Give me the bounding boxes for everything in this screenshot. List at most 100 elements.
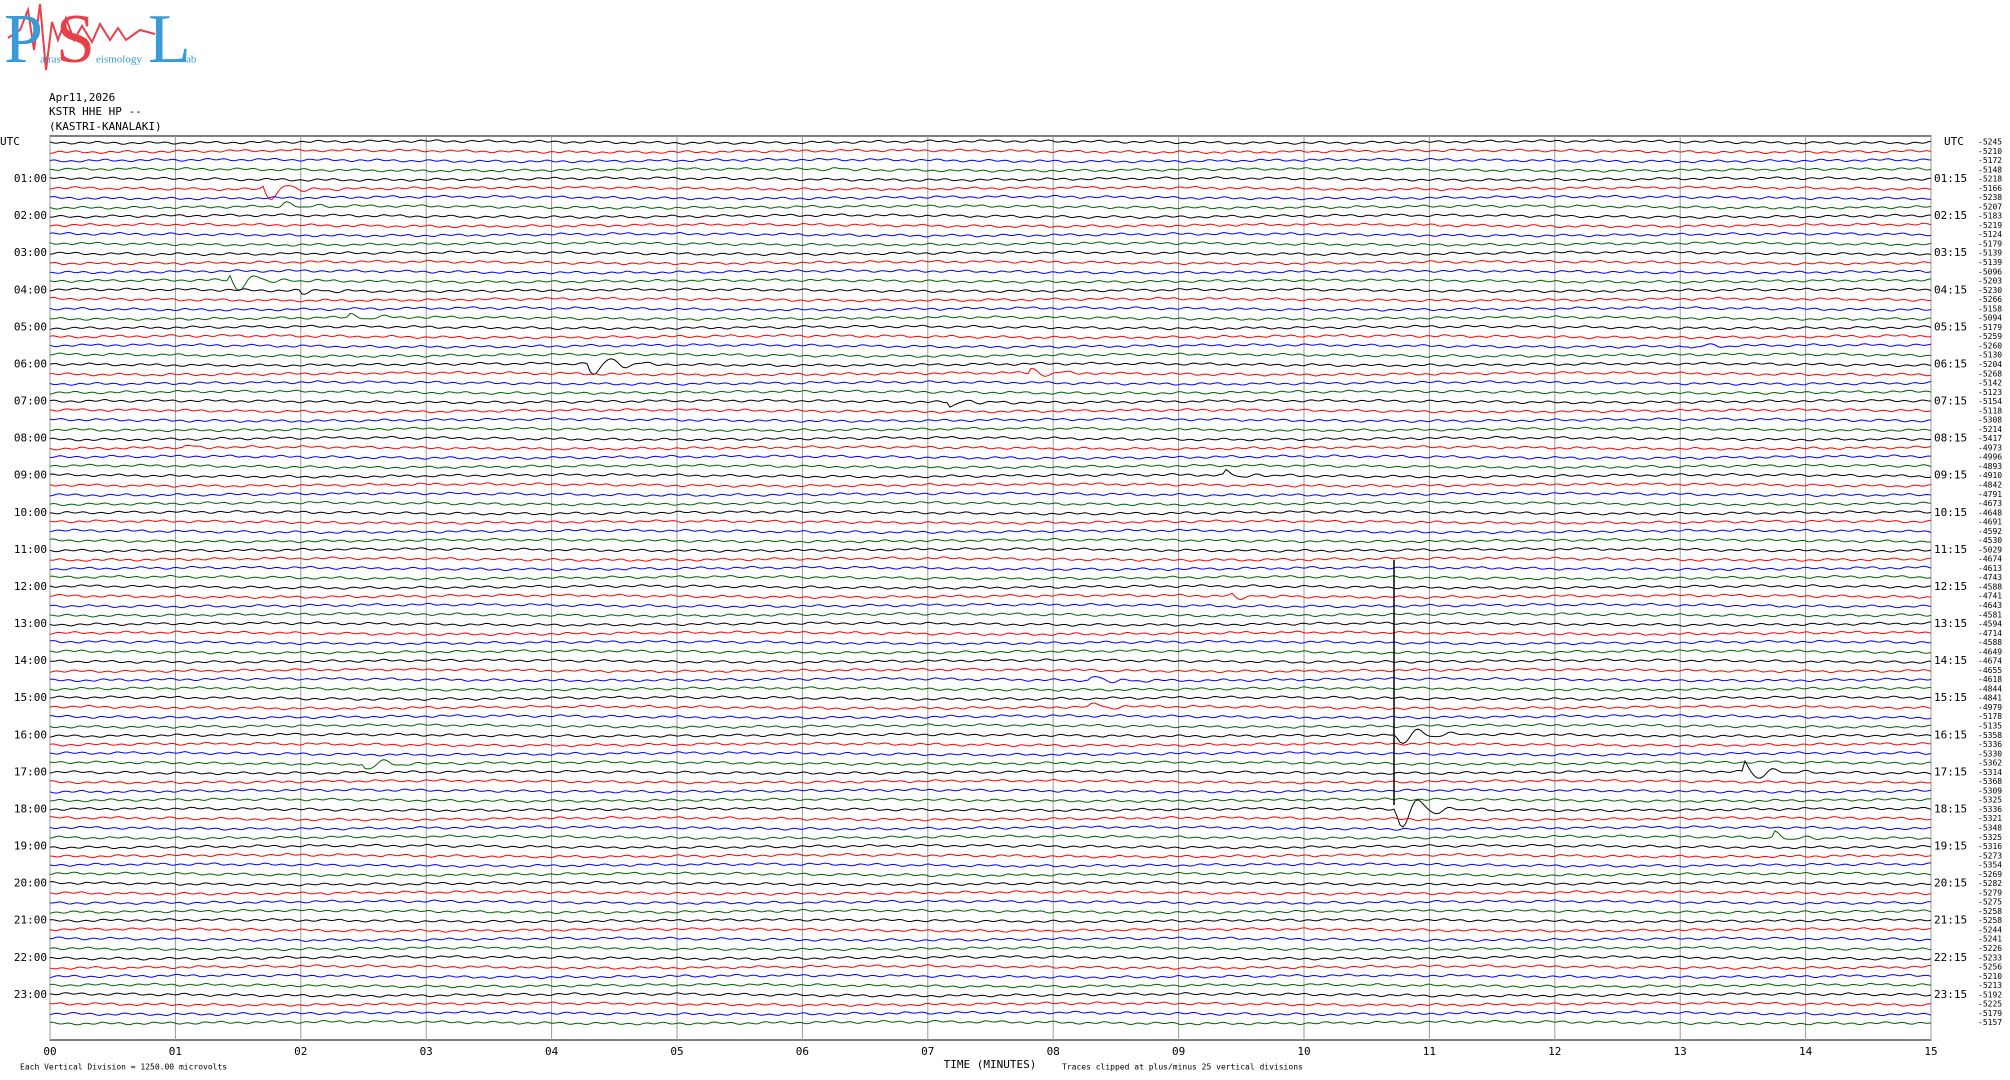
trace-offset: -5183 <box>1978 212 2002 221</box>
left-time-label: 01:00 <box>14 172 47 185</box>
logo-wiggle <box>7 3 156 71</box>
trace-offset: -5358 <box>1978 731 2002 740</box>
trace <box>49 468 1932 479</box>
trace-offset: -4973 <box>1978 443 2002 452</box>
trace <box>49 167 1932 173</box>
trace-offset: -4643 <box>1978 601 2002 610</box>
trace <box>49 723 1932 729</box>
trace <box>49 519 1932 525</box>
right-time-label: 12:15 <box>1934 580 1967 593</box>
trace <box>49 296 1931 303</box>
left-time-label: 18:00 <box>14 802 47 815</box>
right-time-label: 08:15 <box>1934 432 1967 445</box>
x-tick-label: 15 <box>1924 1045 1937 1058</box>
trace-offset: -5179 <box>1978 1009 2002 1018</box>
trace-offset: -5123 <box>1978 388 2002 397</box>
right-time-label: 01:15 <box>1934 172 1967 185</box>
trace <box>49 352 1932 359</box>
trace-offset: -4842 <box>1978 480 2002 489</box>
trace <box>50 917 1932 924</box>
trace-offset: -4655 <box>1978 666 2002 675</box>
right-time-label: 15:15 <box>1934 691 1967 704</box>
trace <box>49 829 1932 841</box>
trace-offset: -5259 <box>1978 332 2002 341</box>
left-time-label: 03:00 <box>14 246 47 259</box>
trace-offset: -4893 <box>1978 462 2002 471</box>
trace <box>49 630 1932 637</box>
trace-offset: -4743 <box>1978 573 2002 582</box>
trace <box>49 537 1932 544</box>
left-time-label: 02:00 <box>14 209 47 222</box>
right-time-label: 06:15 <box>1934 357 1967 370</box>
trace <box>49 713 1932 720</box>
trace-offset: -5158 <box>1978 304 2002 313</box>
trace-offset: -5094 <box>1978 314 2002 323</box>
trace <box>49 241 1932 247</box>
trace <box>49 862 1932 868</box>
trace-offset: -4979 <box>1978 703 2002 712</box>
left-axis-title: UTC <box>0 135 20 148</box>
right-time-label: 02:15 <box>1934 209 1967 222</box>
x-tick-label: 07 <box>921 1045 934 1058</box>
right-time-label: 16:15 <box>1934 728 1967 741</box>
trace <box>49 676 1932 684</box>
trace <box>49 417 1932 423</box>
trace <box>49 259 1932 266</box>
trace <box>49 509 1932 516</box>
trace <box>49 148 1932 155</box>
trace-offset: -5330 <box>1978 749 2002 758</box>
x-tick-label: 02 <box>294 1045 307 1058</box>
trace-offset: -4674 <box>1978 555 2002 564</box>
left-time-label: 23:00 <box>14 988 47 1001</box>
trace-offset: -5316 <box>1978 842 2002 851</box>
trace-offset: -5154 <box>1978 397 2002 406</box>
x-tick-label: 13 <box>1674 1045 1687 1058</box>
trace <box>49 408 1932 414</box>
x-axis-title: TIME (MINUTES) <box>944 1058 1037 1071</box>
trace <box>49 1010 1932 1017</box>
right-time-label: 20:15 <box>1934 877 1967 890</box>
trace <box>49 759 1932 779</box>
trace-offset: -5273 <box>1978 851 2002 860</box>
trace <box>49 584 1932 590</box>
right-time-label: 21:15 <box>1934 914 1967 927</box>
trace-offset: -4674 <box>1978 657 2002 666</box>
trace-offset: -5139 <box>1978 249 2002 258</box>
trace <box>49 176 1932 182</box>
trace-offset: -5130 <box>1978 351 2002 360</box>
trace-offset: -4594 <box>1978 620 2002 629</box>
left-time-label: 19:00 <box>14 840 47 853</box>
right-time-label: 17:15 <box>1934 765 1967 778</box>
right-time-label: 11:15 <box>1934 543 1967 556</box>
right-time-label: 14:15 <box>1934 654 1967 667</box>
trace-offset: -5321 <box>1978 814 2002 823</box>
trace-offset: -4673 <box>1978 499 2002 508</box>
station: (KASTRI-KANALAKI) <box>49 120 162 133</box>
trace <box>49 500 1932 507</box>
trace-offset: -5368 <box>1978 777 2002 786</box>
trace-offset: -5226 <box>1978 944 2002 953</box>
trace <box>49 306 1932 312</box>
left-time-label: 09:00 <box>14 469 47 482</box>
x-tick-label: 00 <box>43 1045 56 1058</box>
trace-offset: -5325 <box>1978 833 2002 842</box>
trace <box>49 759 1932 770</box>
trace-offset: -5219 <box>1978 221 2002 230</box>
trace-offset: -4996 <box>1978 453 2002 462</box>
trace <box>49 547 1932 553</box>
trace-offset: -5245 <box>1978 138 2002 147</box>
trace <box>49 702 1932 711</box>
left-time-label: 15:00 <box>14 691 47 704</box>
trace <box>49 639 1931 646</box>
trace-offset: -5336 <box>1978 805 2002 814</box>
left-time-label: 08:00 <box>14 432 47 445</box>
trace-offset: -5178 <box>1978 712 2002 721</box>
trace-offset: -5204 <box>1978 360 2002 369</box>
trace-offset: -4649 <box>1978 647 2002 656</box>
trace <box>49 667 1932 674</box>
x-tick-label: 09 <box>1172 1045 1185 1058</box>
trace-offset: -4618 <box>1978 675 2002 684</box>
left-time-label: 11:00 <box>14 543 47 556</box>
trace-offset: -5354 <box>1978 861 2002 870</box>
footer-scale: Each Vertical Division = 1250.00 microvo… <box>20 1063 227 1072</box>
